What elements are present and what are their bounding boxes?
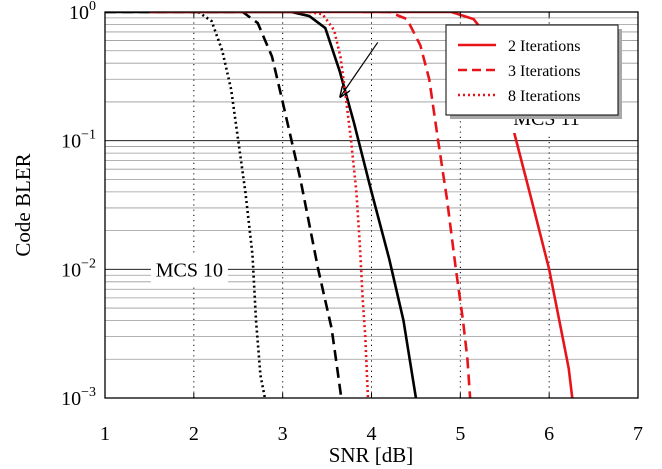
x-tick-label: 1 — [100, 423, 110, 445]
legend-label: 2 Iterations — [508, 38, 580, 55]
y-tick-label: 10−2 — [61, 256, 96, 281]
annotation-background — [150, 254, 228, 285]
x-tick-label: 6 — [544, 423, 554, 445]
x-tick-label: 7 — [633, 423, 643, 445]
series-line-mcs-11-8-iter — [309, 12, 370, 398]
x-tick-label: 4 — [367, 423, 377, 445]
x-tick-label: 5 — [455, 423, 465, 445]
legend-label: 8 Iterations — [508, 88, 580, 105]
x-tick-label: 3 — [278, 423, 288, 445]
annotation-mcs-10: MCS 10 — [156, 259, 223, 281]
y-tick-label: 100 — [69, 0, 96, 24]
x-axis-label: SNR [dB] — [329, 443, 414, 467]
legend-label: 3 Iterations — [508, 63, 580, 80]
series-line-mcs-10-8-iter — [197, 12, 267, 398]
annotation-arrow — [340, 42, 379, 96]
series-line-mcs-10-3-iter — [105, 12, 343, 398]
x-tick-label: 2 — [189, 423, 199, 445]
y-tick-label: 10−3 — [61, 385, 96, 410]
series-line-mcs-10-2-iter — [105, 12, 418, 398]
tick-labels: 1 2 3 4 5 6 7 100 10−1 10−2 10−3 — [61, 0, 643, 445]
y-tick-label: 10−1 — [61, 128, 96, 153]
series-line-mcs-11-3-iter — [362, 12, 472, 398]
legend: 2 Iterations 3 Iterations 8 Iterations — [445, 24, 622, 119]
y-axis-label: Code BLER — [11, 153, 35, 256]
